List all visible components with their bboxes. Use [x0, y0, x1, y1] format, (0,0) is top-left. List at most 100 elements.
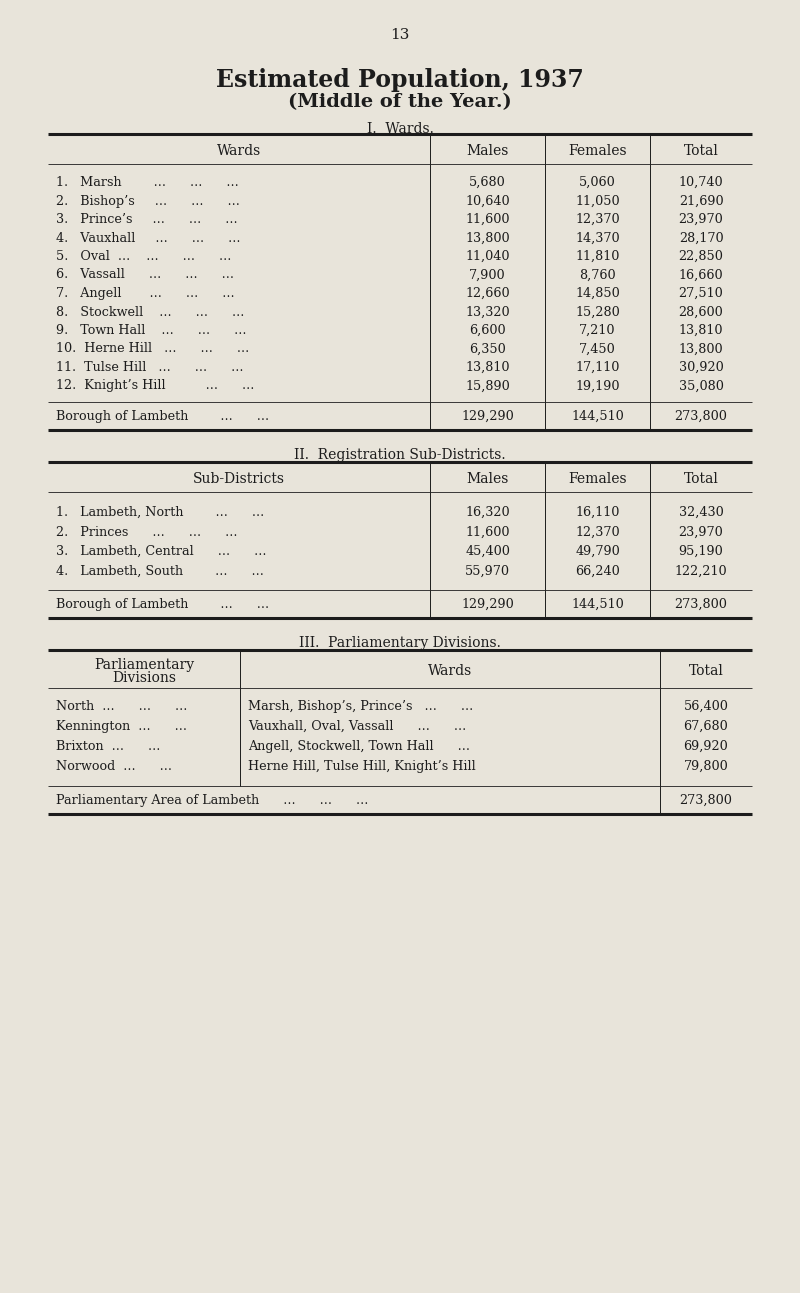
Text: 11,050: 11,050: [575, 194, 620, 207]
Text: 14,370: 14,370: [575, 231, 620, 244]
Text: Total: Total: [689, 665, 723, 678]
Text: Herne Hill, Tulse Hill, Knight’s Hill: Herne Hill, Tulse Hill, Knight’s Hill: [248, 760, 476, 773]
Text: Marsh, Bishop’s, Prince’s   ...      ...: Marsh, Bishop’s, Prince’s ... ...: [248, 700, 474, 712]
Text: 16,110: 16,110: [575, 506, 620, 518]
Text: (Middle of the Year.): (Middle of the Year.): [288, 93, 512, 111]
Text: 11,040: 11,040: [466, 250, 510, 262]
Text: 3.   Prince’s     ...      ...      ...: 3. Prince’s ... ... ...: [56, 213, 238, 226]
Text: 23,970: 23,970: [678, 213, 723, 226]
Text: Total: Total: [683, 144, 718, 158]
Text: 11,810: 11,810: [575, 250, 620, 262]
Text: 12,660: 12,660: [465, 287, 510, 300]
Text: 144,510: 144,510: [571, 410, 624, 423]
Text: 12,370: 12,370: [575, 213, 620, 226]
Text: 5,060: 5,060: [579, 176, 616, 189]
Text: 9.   Town Hall    ...      ...      ...: 9. Town Hall ... ... ...: [56, 325, 246, 337]
Text: Borough of Lambeth        ...      ...: Borough of Lambeth ... ...: [56, 597, 269, 612]
Text: 10,740: 10,740: [678, 176, 723, 189]
Text: II.  Registration Sub-Districts.: II. Registration Sub-Districts.: [294, 447, 506, 462]
Text: 13,810: 13,810: [466, 361, 510, 374]
Text: 95,190: 95,190: [678, 546, 723, 559]
Text: 11,600: 11,600: [466, 525, 510, 538]
Text: Borough of Lambeth        ...      ...: Borough of Lambeth ... ...: [56, 410, 269, 423]
Text: Kennington  ...      ...: Kennington ... ...: [56, 720, 187, 733]
Text: 13,800: 13,800: [465, 231, 510, 244]
Text: 13: 13: [390, 28, 410, 41]
Text: 15,280: 15,280: [575, 305, 620, 318]
Text: 13,320: 13,320: [465, 305, 510, 318]
Text: 7.   Angell       ...      ...      ...: 7. Angell ... ... ...: [56, 287, 234, 300]
Text: 22,850: 22,850: [678, 250, 723, 262]
Text: 11.  Tulse Hill   ...      ...      ...: 11. Tulse Hill ... ... ...: [56, 361, 243, 374]
Text: 15,890: 15,890: [465, 380, 510, 393]
Text: 2.   Princes      ...      ...      ...: 2. Princes ... ... ...: [56, 525, 238, 538]
Text: 3.   Lambeth, Central      ...      ...: 3. Lambeth, Central ... ...: [56, 546, 266, 559]
Text: 32,430: 32,430: [678, 506, 723, 518]
Text: 56,400: 56,400: [683, 700, 729, 712]
Text: Males: Males: [466, 472, 509, 486]
Text: 5,680: 5,680: [469, 176, 506, 189]
Text: 4.   Vauxhall     ...      ...      ...: 4. Vauxhall ... ... ...: [56, 231, 241, 244]
Text: 45,400: 45,400: [465, 546, 510, 559]
Text: 7,210: 7,210: [579, 325, 616, 337]
Text: 4.   Lambeth, South        ...      ...: 4. Lambeth, South ... ...: [56, 565, 264, 578]
Text: 273,800: 273,800: [679, 794, 733, 807]
Text: 28,170: 28,170: [678, 231, 723, 244]
Text: 2.   Bishop’s     ...      ...      ...: 2. Bishop’s ... ... ...: [56, 194, 240, 207]
Text: 35,080: 35,080: [678, 380, 723, 393]
Text: Angell, Stockwell, Town Hall      ...: Angell, Stockwell, Town Hall ...: [248, 740, 470, 753]
Text: I.  Wards.: I. Wards.: [366, 122, 434, 136]
Text: Males: Males: [466, 144, 509, 158]
Text: 273,800: 273,800: [674, 410, 727, 423]
Text: 23,970: 23,970: [678, 525, 723, 538]
Text: 49,790: 49,790: [575, 546, 620, 559]
Text: 7,900: 7,900: [469, 269, 506, 282]
Text: Sub-Districts: Sub-Districts: [193, 472, 285, 486]
Text: Parliamentary Area of Lambeth      ...      ...      ...: Parliamentary Area of Lambeth ... ... ..…: [56, 794, 368, 807]
Text: 8,760: 8,760: [579, 269, 616, 282]
Text: 16,660: 16,660: [678, 269, 723, 282]
Text: Females: Females: [568, 144, 627, 158]
Text: 21,690: 21,690: [678, 194, 723, 207]
Text: 8.   Stockwell    ...      ...      ...: 8. Stockwell ... ... ...: [56, 305, 244, 318]
Text: 10.  Herne Hill   ...      ...      ...: 10. Herne Hill ... ... ...: [56, 343, 250, 356]
Text: 7,450: 7,450: [579, 343, 616, 356]
Text: 14,850: 14,850: [575, 287, 620, 300]
Text: Wards: Wards: [428, 665, 472, 678]
Text: 13,800: 13,800: [678, 343, 723, 356]
Text: Vauxhall, Oval, Vassall      ...      ...: Vauxhall, Oval, Vassall ... ...: [248, 720, 466, 733]
Text: 69,920: 69,920: [684, 740, 728, 753]
Text: 12,370: 12,370: [575, 525, 620, 538]
Text: 12.  Knight’s Hill          ...      ...: 12. Knight’s Hill ... ...: [56, 380, 254, 393]
Text: 129,290: 129,290: [461, 597, 514, 612]
Text: III.  Parliamentary Divisions.: III. Parliamentary Divisions.: [299, 636, 501, 650]
Text: 122,210: 122,210: [674, 565, 727, 578]
Text: 144,510: 144,510: [571, 597, 624, 612]
Text: 17,110: 17,110: [575, 361, 620, 374]
Text: 6,600: 6,600: [469, 325, 506, 337]
Text: Total: Total: [683, 472, 718, 486]
Text: 19,190: 19,190: [575, 380, 620, 393]
Text: 30,920: 30,920: [678, 361, 723, 374]
Text: 10,640: 10,640: [465, 194, 510, 207]
Text: Females: Females: [568, 472, 627, 486]
Text: 1.   Marsh        ...      ...      ...: 1. Marsh ... ... ...: [56, 176, 238, 189]
Text: 55,970: 55,970: [465, 565, 510, 578]
Text: 67,680: 67,680: [684, 720, 728, 733]
Text: 129,290: 129,290: [461, 410, 514, 423]
Text: Parliamentary: Parliamentary: [94, 658, 194, 672]
Text: 79,800: 79,800: [684, 760, 728, 773]
Text: North  ...      ...      ...: North ... ... ...: [56, 700, 187, 712]
Text: Brixton  ...      ...: Brixton ... ...: [56, 740, 160, 753]
Text: 28,600: 28,600: [678, 305, 723, 318]
Text: 13,810: 13,810: [678, 325, 723, 337]
Text: 273,800: 273,800: [674, 597, 727, 612]
Text: 5.   Oval  ...    ...      ...      ...: 5. Oval ... ... ... ...: [56, 250, 231, 262]
Text: Estimated Population, 1937: Estimated Population, 1937: [216, 69, 584, 92]
Text: 11,600: 11,600: [466, 213, 510, 226]
Text: 16,320: 16,320: [465, 506, 510, 518]
Text: Wards: Wards: [217, 144, 261, 158]
Text: 1.   Lambeth, North        ...      ...: 1. Lambeth, North ... ...: [56, 506, 264, 518]
Text: 6.   Vassall      ...      ...      ...: 6. Vassall ... ... ...: [56, 269, 234, 282]
Text: 6,350: 6,350: [469, 343, 506, 356]
